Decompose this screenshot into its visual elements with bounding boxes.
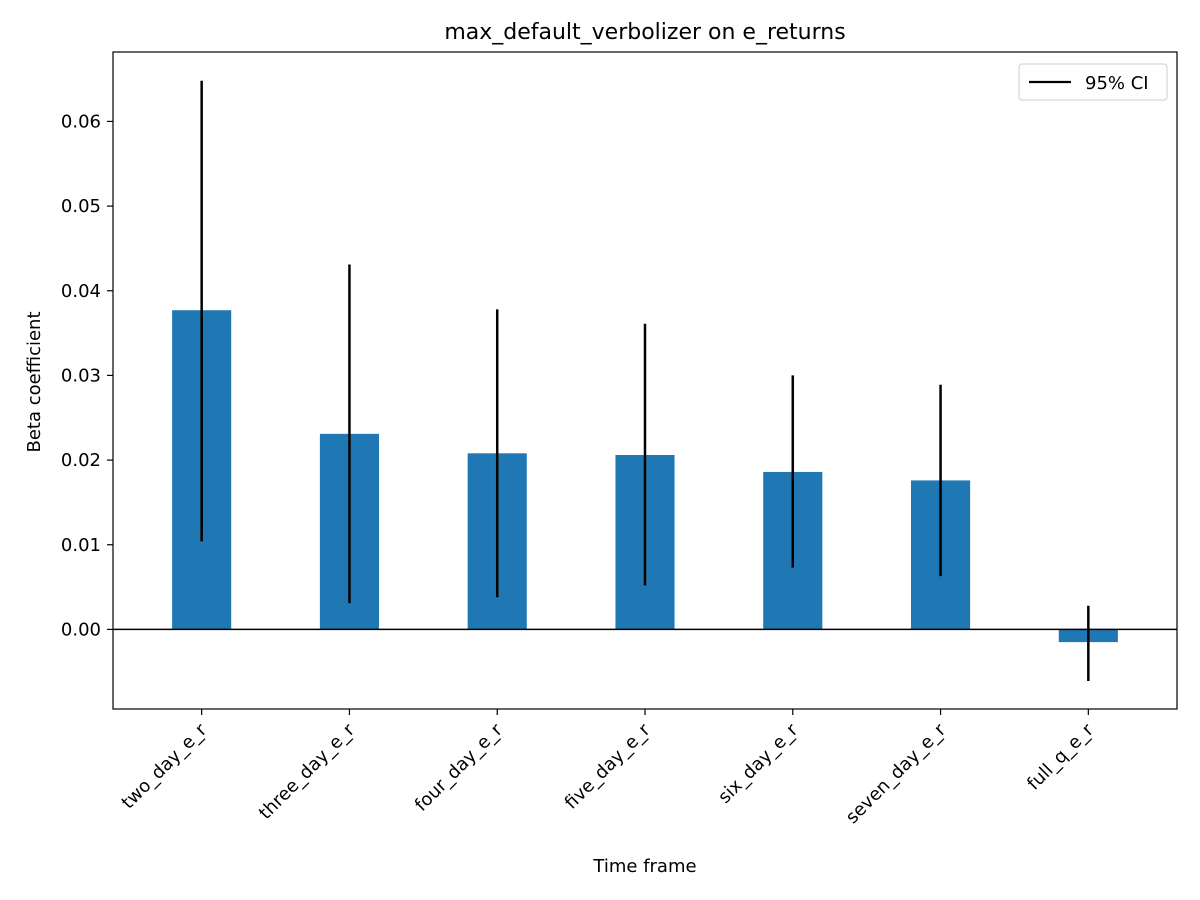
x-tick-label: four_day_e_r bbox=[411, 719, 507, 815]
y-tick-label: 0.02 bbox=[61, 450, 101, 471]
legend-box bbox=[1018, 63, 1168, 101]
x-tick-label: full_q_e_r bbox=[1023, 719, 1098, 794]
legend-label: 95% CI bbox=[1085, 73, 1149, 94]
plot-frame bbox=[112, 51, 1178, 710]
y-tick-label: 0.00 bbox=[61, 619, 101, 640]
y-tick-label: 0.01 bbox=[61, 535, 101, 556]
chart-title: max_default_verbolizer on e_returns bbox=[444, 20, 845, 45]
legend: 95% CI bbox=[1018, 63, 1168, 101]
x-tick-label: five_day_e_r bbox=[561, 719, 655, 813]
y-axis-label: Beta coefficient bbox=[24, 311, 45, 452]
x-axis-label: Time frame bbox=[592, 856, 696, 877]
x-tick-label: six_day_e_r bbox=[714, 719, 803, 808]
y-tick-label: 0.06 bbox=[61, 111, 101, 132]
y-tick-label: 0.03 bbox=[61, 365, 101, 386]
error-bars bbox=[200, 80, 1090, 682]
y-tick-label: 0.05 bbox=[61, 196, 101, 217]
y-axis-ticks: 0.00 0.01 0.02 0.03 0.04 0.05 0.06 bbox=[61, 111, 113, 640]
x-tick-label: two_day_e_r bbox=[118, 719, 212, 813]
y-tick-label: 0.04 bbox=[61, 281, 101, 302]
x-tick-label: seven_day_e_r bbox=[842, 719, 951, 828]
x-tick-label: three_day_e_r bbox=[255, 719, 360, 824]
x-axis-ticks: two_day_e_r three_day_e_r four_day_e_r five… bbox=[118, 709, 1098, 828]
